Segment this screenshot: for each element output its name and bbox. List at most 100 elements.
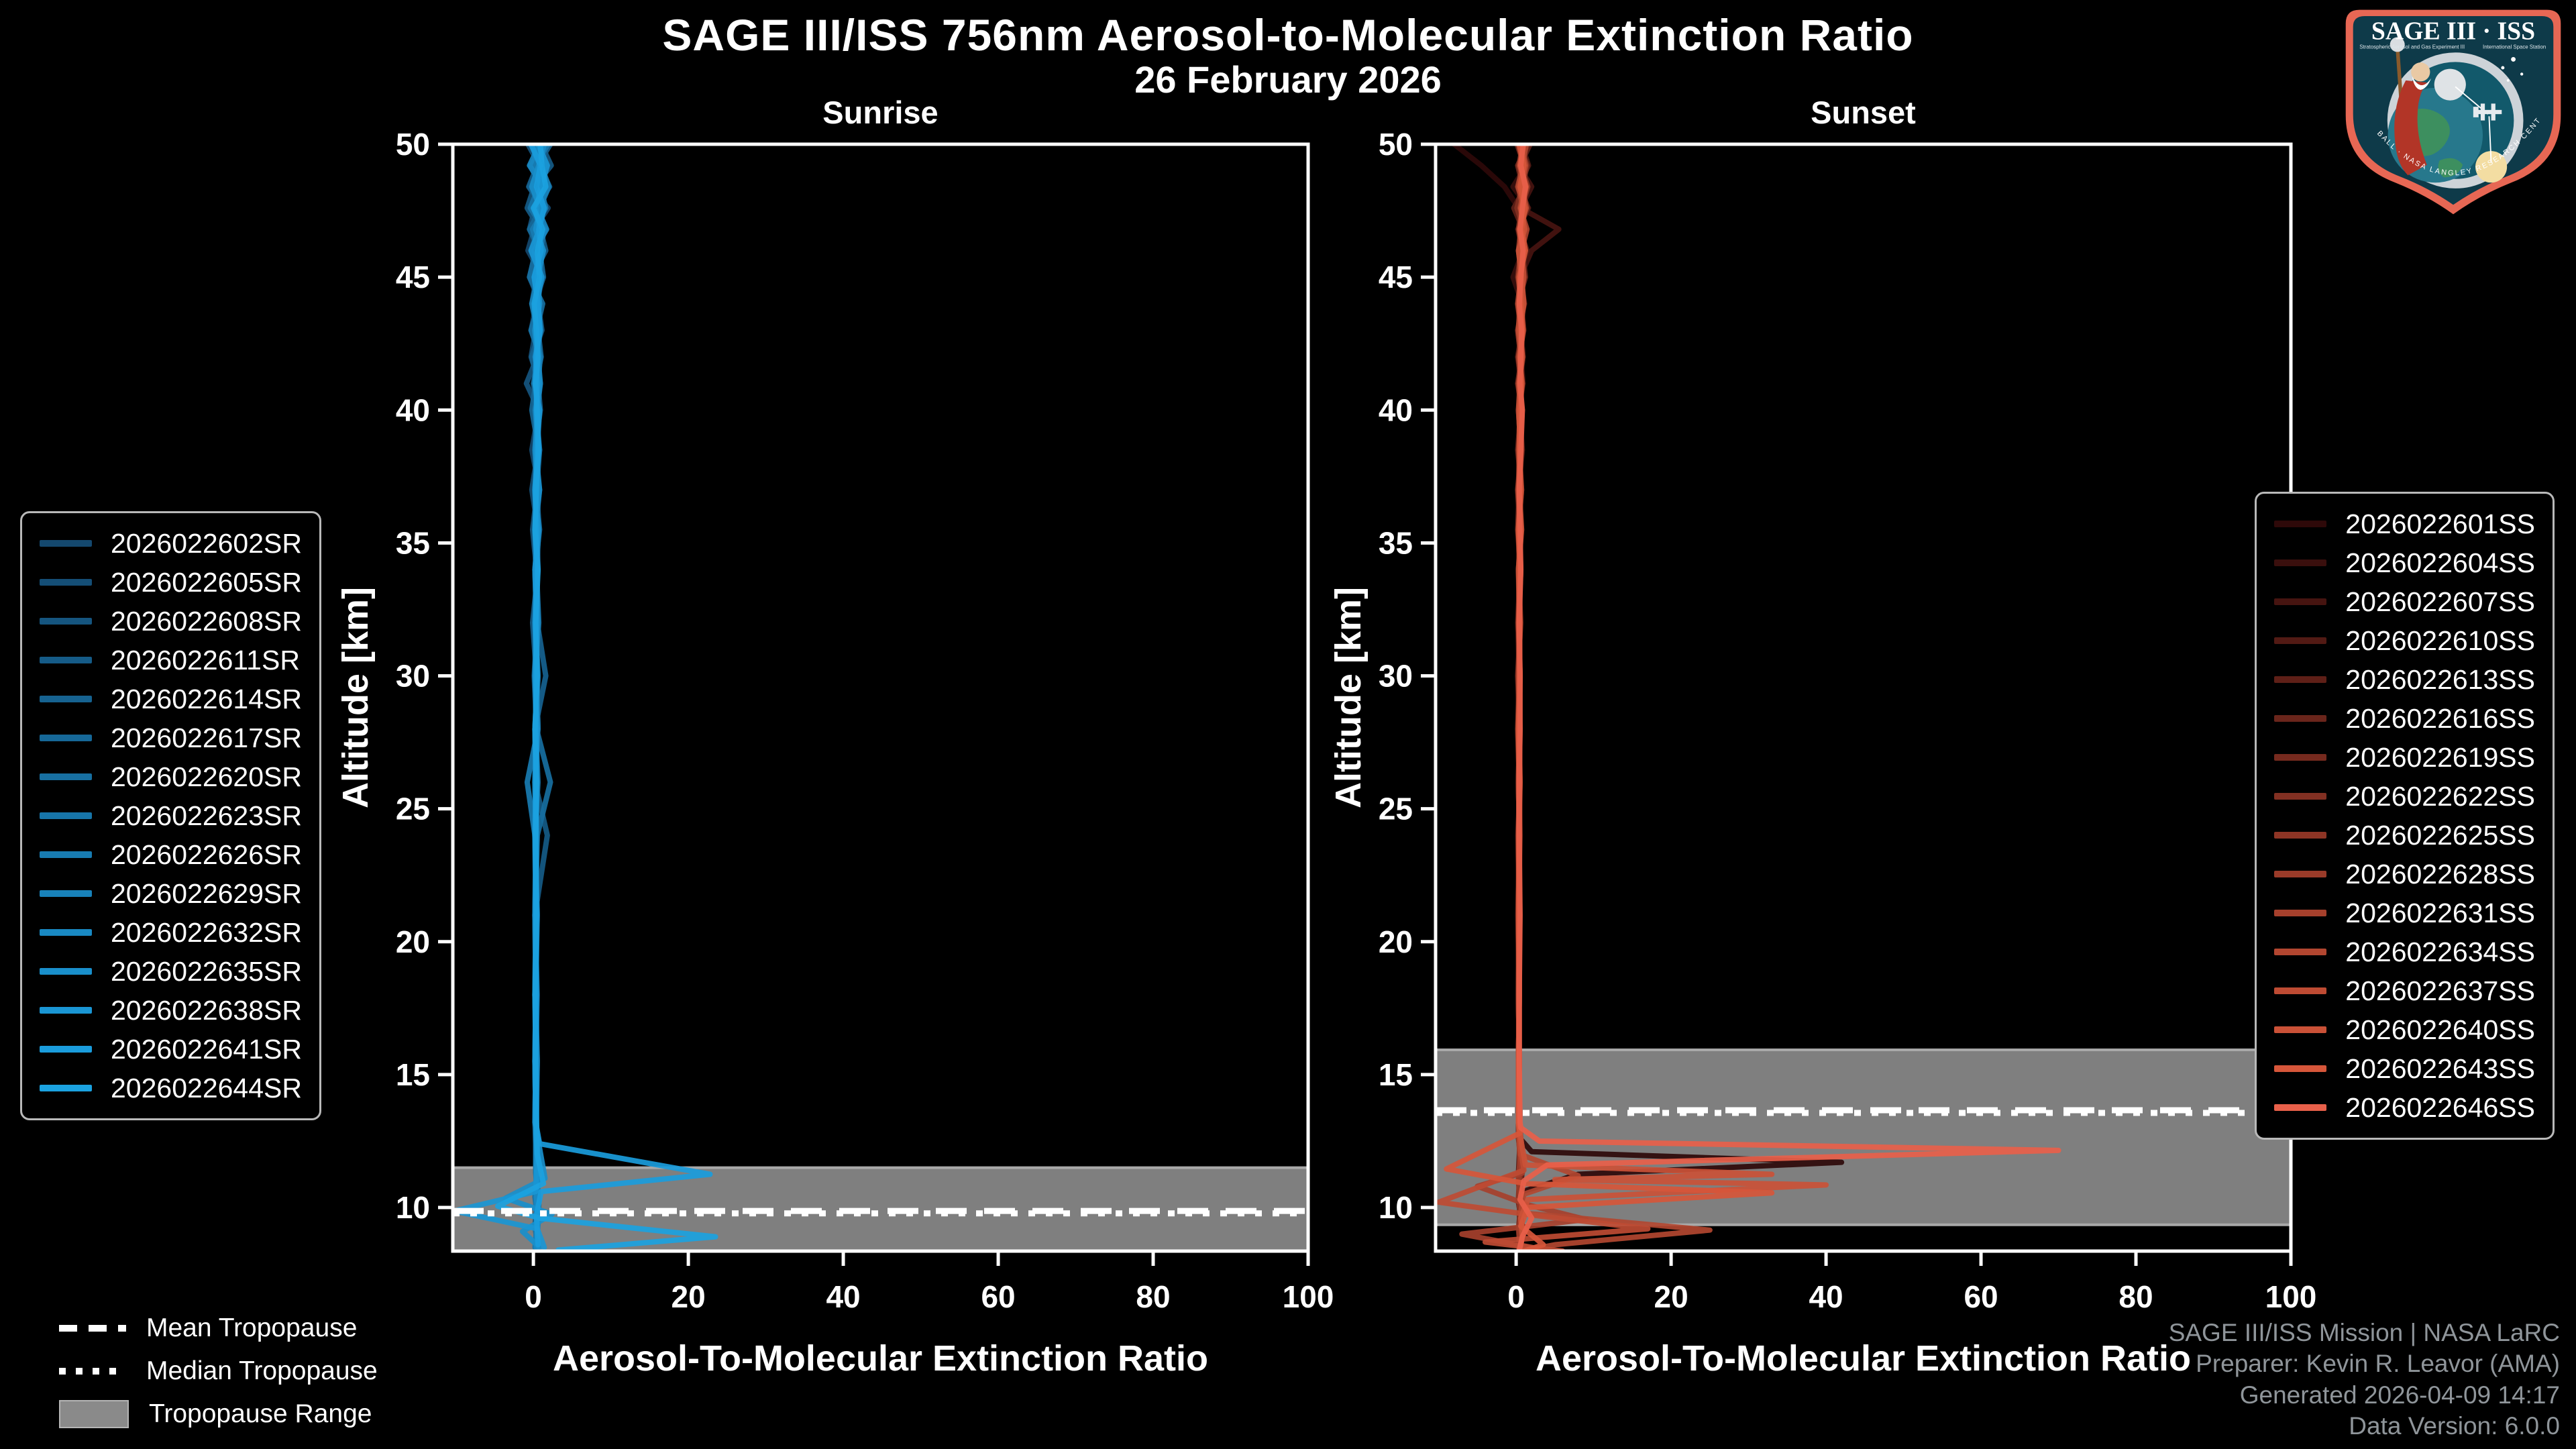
page-title: SAGE III/ISS 756nm Aerosol-to-Molecular …: [662, 10, 1914, 60]
legend-item: 2026022605SR: [40, 563, 302, 602]
legend-item: 2026022619SS: [2274, 738, 2535, 777]
legend-label: 2026022617SR: [111, 722, 302, 753]
legend-label: 2026022644SR: [111, 1072, 302, 1104]
legend-item: 2026022617SR: [40, 718, 302, 757]
y-tick-label: 45: [396, 260, 430, 294]
legend-label: 2026022614SR: [111, 683, 302, 714]
legend-line-swatch: [40, 773, 92, 780]
y-tick-label: 10: [396, 1190, 430, 1225]
credit-mission: SAGE III/ISS Mission | NASA LaRC: [2168, 1318, 2560, 1346]
legend-item: 2026022601SS: [2274, 504, 2535, 543]
legend-item: 2026022613SS: [2274, 660, 2535, 699]
patch-title: SAGE III · ISS: [2371, 17, 2535, 46]
legend-label: 2026022601SS: [2345, 508, 2535, 539]
mean-tropopause-label: Mean Tropopause: [146, 1313, 358, 1342]
legend-item: 2026022635SR: [40, 952, 302, 991]
y-tick-label: 30: [1379, 659, 1413, 694]
legend-item: 2026022626SR: [40, 835, 302, 874]
legend-item: 2026022643SS: [2274, 1049, 2535, 1088]
legend-line-swatch: [40, 1046, 92, 1053]
legend-item: 2026022607SS: [2274, 582, 2535, 621]
x-tick-label: 40: [1809, 1279, 1843, 1314]
legend-item: 2026022608SR: [40, 602, 302, 641]
legend-line-swatch: [2274, 637, 2327, 644]
legend-label: 2026022643SS: [2345, 1053, 2535, 1084]
profile-line-2026022644SR: [494, 144, 718, 1251]
legend-label: 2026022613SS: [2345, 663, 2535, 695]
legend-label: 2026022626SR: [111, 839, 302, 870]
legend-label: 2026022629SR: [111, 877, 302, 909]
legend-label: 2026022623SR: [111, 800, 302, 831]
legend-line-swatch: [2274, 559, 2327, 566]
legend-item: 2026022625SS: [2274, 816, 2535, 855]
x-axis-label: Aerosol-To-Molecular Extinction Ratio: [1536, 1338, 2191, 1379]
legend-line-swatch: [40, 540, 92, 547]
legend-line-swatch: [2274, 1065, 2327, 1072]
y-tick-label: 15: [396, 1057, 430, 1092]
tropopause-range-legend-item: Tropopause Range: [59, 1393, 378, 1436]
legend-label: 2026022616SS: [2345, 702, 2535, 734]
tropopause-range-label: Tropopause Range: [149, 1399, 372, 1428]
legend-item: 2026022610SS: [2274, 621, 2535, 660]
sun-icon: [2475, 151, 2508, 183]
sunset-plot: 0 20 40 60 80 100 10 15 20 25 30 35 40 45 50 Aerosol-To…: [1379, 131, 2317, 1379]
legend-item: 2026022637SS: [2274, 971, 2535, 1010]
legend-item: 2026022614SR: [40, 680, 302, 718]
legend-item: 2026022646SS: [2274, 1088, 2535, 1127]
legend-label: 2026022611SR: [111, 644, 300, 676]
legend-item: 2026022622SS: [2274, 777, 2535, 816]
x-tick-label: 0: [525, 1279, 542, 1314]
legend-item: 2026022631SS: [2274, 894, 2535, 932]
legend-line-swatch: [2274, 598, 2327, 605]
legend-item: 2026022623SR: [40, 796, 302, 835]
legend-label: 2026022628SS: [2345, 858, 2535, 890]
y-tick-label: 35: [396, 525, 430, 560]
legend-line-swatch: [2274, 1104, 2327, 1111]
profile-line-2026022641SR: [528, 144, 713, 1248]
legend-item: 2026022611SR: [40, 641, 302, 680]
legend-line-swatch: [2274, 910, 2327, 916]
date-subtitle: 26 February 2026: [1134, 58, 1442, 101]
legend-line-swatch: [40, 696, 92, 702]
legend-label: 2026022635SR: [111, 955, 302, 987]
legend-line-swatch: [2274, 793, 2327, 800]
legend-label: 2026022607SS: [2345, 586, 2535, 617]
legend-line-swatch: [2274, 521, 2327, 527]
legend-label: 2026022646SS: [2345, 1091, 2535, 1123]
legend-item: 2026022638SR: [40, 991, 302, 1030]
legend-line-swatch: [2274, 949, 2327, 955]
median-tropopause-dot-swatch: [59, 1368, 126, 1375]
legend-line-swatch: [40, 657, 92, 663]
x-tick-label: 100: [1283, 1279, 1334, 1314]
median-tropopause-label: Median Tropopause: [146, 1356, 378, 1385]
legend-label: 2026022638SR: [111, 994, 302, 1026]
x-tick-label: 60: [1964, 1279, 1998, 1314]
legend-label: 2026022604SS: [2345, 547, 2535, 578]
y-tick-label: 25: [1379, 792, 1413, 826]
y-tick-label: 45: [1379, 260, 1413, 294]
patch-subtitle-right: International Space Station: [2483, 44, 2546, 50]
legend-label: 2026022610SS: [2345, 625, 2535, 656]
y-tick-label: 30: [396, 659, 430, 694]
earth-land2: [2438, 158, 2463, 178]
legend-item: 2026022634SS: [2274, 932, 2535, 971]
profile-line-2026022646SS: [1516, 144, 2061, 1251]
legend-label: 2026022640SS: [2345, 1014, 2535, 1045]
x-tick-label: 20: [672, 1279, 706, 1314]
credit-preparer: Preparer: Kevin R. Leavor (AMA): [2196, 1350, 2560, 1378]
legend-line-swatch: [40, 812, 92, 819]
x-tick-label: 40: [826, 1279, 860, 1314]
legend-line-swatch: [40, 735, 92, 741]
legend-line-swatch: [40, 579, 92, 586]
mean-tropopause-legend-item: Mean Tropopause: [59, 1307, 378, 1350]
legend-line-swatch: [2274, 754, 2327, 761]
y-tick-label: 50: [396, 131, 430, 162]
beam-to-sun: [2488, 116, 2492, 163]
x-tick-label: 20: [1654, 1279, 1688, 1314]
legend-line-swatch: [2274, 871, 2327, 877]
credits-block: SAGE III/ISS Mission | NASA LaRC Prepare…: [2169, 1318, 2560, 1442]
legend-label: 2026022632SR: [111, 916, 302, 948]
median-tropopause-legend-item: Median Tropopause: [59, 1350, 378, 1393]
y-tick-label: 25: [396, 792, 430, 826]
sunrise-plot: 0 20 40 60 80 100 10 15 20 25 30 35 40 45 50 Aerosol-To…: [396, 131, 1334, 1379]
